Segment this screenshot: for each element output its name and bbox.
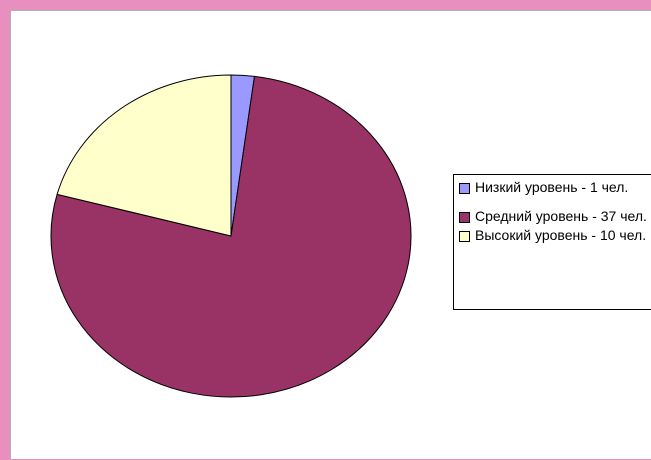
legend-item-low: Низкий уровень - 1 чел. <box>459 180 651 195</box>
legend-swatch-medium <box>459 212 470 223</box>
legend-item-medium: Средний уровень - 37 чел. <box>459 209 651 224</box>
legend-label-high: Высокий уровень - 10 чел. <box>475 227 647 243</box>
legend-label-low: Низкий уровень - 1 чел. <box>475 179 629 195</box>
legend: Низкий уровень - 1 чел. Средний уровень … <box>453 174 651 310</box>
pie-slice-high <box>56 74 232 237</box>
legend-label-medium: Средний уровень - 37 чел. <box>475 208 647 224</box>
legend-swatch-high <box>459 231 470 242</box>
pie-chart <box>50 74 412 398</box>
legend-swatch-low <box>459 183 470 194</box>
chart-frame: Низкий уровень - 1 чел. Средний уровень … <box>10 10 651 459</box>
pie-slice-medium <box>50 75 412 398</box>
legend-item-high: Высокий уровень - 10 чел. <box>459 228 651 243</box>
